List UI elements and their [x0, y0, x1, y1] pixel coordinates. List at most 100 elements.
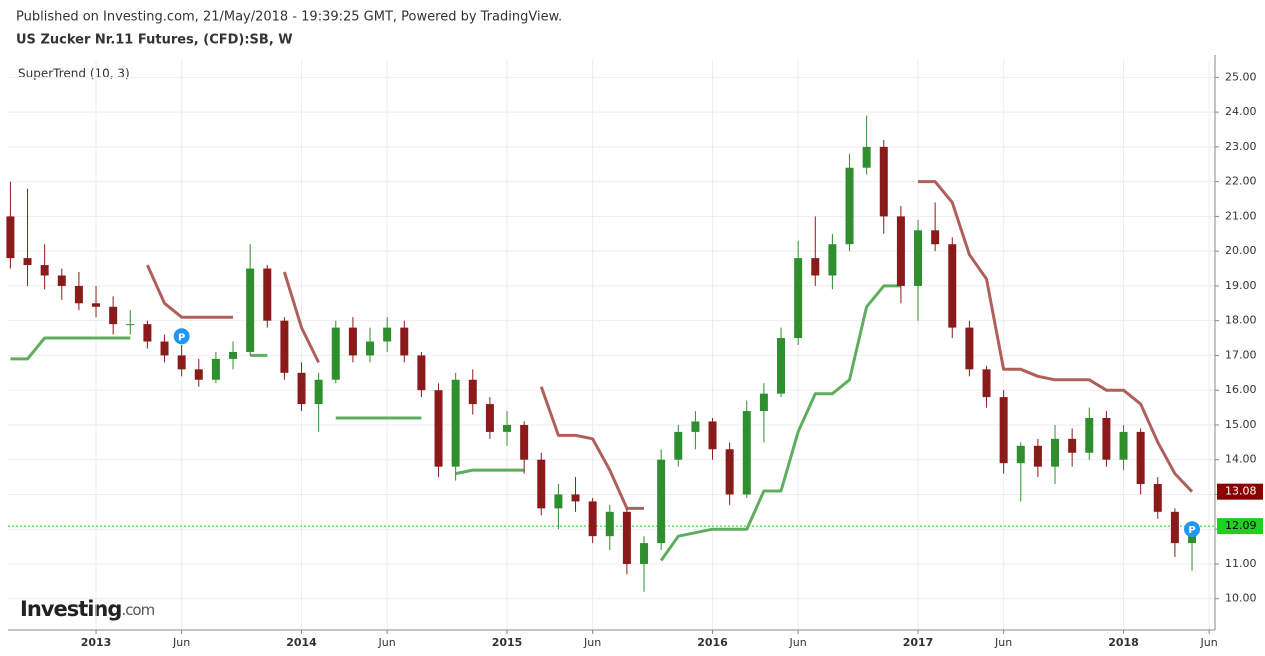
y-tick-label: 24.00 [1225, 105, 1257, 118]
candle-body [229, 351, 238, 359]
x-tick-label: 2017 [903, 636, 934, 649]
x-tick-label: 2014 [286, 636, 317, 649]
candle-body [1170, 511, 1179, 544]
marker-label: P [1188, 525, 1195, 536]
candle-body [879, 146, 888, 217]
candle-body [845, 167, 854, 245]
logo-brand: Investing [20, 597, 121, 621]
y-tick-label: 25.00 [1225, 70, 1257, 83]
x-tick-label: Jun [789, 636, 807, 649]
candle-body [1051, 438, 1060, 467]
candle-body [1085, 417, 1094, 453]
candle-body [588, 501, 597, 537]
candle-body [383, 327, 392, 342]
candle-body [417, 355, 426, 391]
x-tick-label: Jun [583, 636, 601, 649]
candle-body [331, 327, 340, 380]
candle-body [691, 421, 700, 432]
price-label: 12.09 [1225, 519, 1257, 532]
candle-body [1136, 431, 1145, 485]
candle-body [914, 230, 923, 286]
indicator-label: SuperTrend (10, 3) [18, 67, 130, 81]
candle-body [1016, 445, 1025, 464]
y-tick-label: 16.00 [1225, 383, 1257, 396]
logo: Investing.com [20, 597, 155, 621]
candle-body [451, 379, 460, 467]
candle-body [297, 372, 306, 405]
x-tick-label: 2013 [81, 636, 112, 649]
marker [173, 328, 190, 345]
supertrend-line [146, 180, 1194, 510]
y-tick-label: 23.00 [1225, 140, 1257, 153]
candle-body [194, 369, 203, 380]
candle-body [6, 216, 15, 259]
candle-body [759, 393, 768, 412]
candle-body [263, 268, 272, 321]
candle-body [246, 268, 255, 352]
candle-body [657, 459, 666, 544]
y-tick-label: 21.00 [1225, 209, 1257, 222]
price-label-box [1217, 518, 1263, 535]
candle-body [23, 258, 32, 266]
y-tick-label: 18.00 [1225, 314, 1257, 327]
header: Published on Investing.com, 21/May/2018 … [16, 10, 562, 25]
candle-body [434, 390, 443, 467]
candle-body [1033, 445, 1042, 467]
candle-body [366, 341, 375, 356]
candle-body [40, 265, 49, 276]
candle-body [965, 327, 974, 370]
y-tick-label: 11.00 [1225, 557, 1257, 570]
x-tick-label: Jun [378, 636, 396, 649]
candle-body [742, 411, 751, 495]
supertrend-line [10, 284, 901, 562]
candle-body [622, 511, 631, 564]
y-tick-label: 22.00 [1225, 175, 1257, 188]
candle-body [143, 324, 152, 342]
candle-body [777, 338, 786, 394]
candle-body [537, 459, 546, 509]
candle-body [794, 258, 803, 339]
candle-body [1153, 484, 1162, 512]
candle-body [211, 358, 220, 380]
candle-body [725, 449, 734, 495]
price-label: 13.08 [1225, 485, 1257, 498]
candle-body [674, 431, 683, 460]
candle-body [503, 424, 512, 432]
marker-label: P [178, 332, 185, 343]
y-tick-label: 10.00 [1225, 592, 1257, 605]
candle-body [948, 244, 957, 328]
candle-body [126, 324, 135, 326]
candle-body [520, 424, 529, 460]
y-tick-label: 20.00 [1225, 244, 1257, 257]
marker [1184, 521, 1201, 538]
candle-body [468, 379, 477, 405]
candle-body [74, 285, 83, 304]
price-label-box [1217, 483, 1263, 500]
x-tick-label: Jun [994, 636, 1012, 649]
candle-body [896, 216, 905, 286]
candle-body [400, 327, 409, 356]
candle-body [554, 494, 563, 509]
candle-body [811, 258, 820, 276]
candle-body [1119, 431, 1128, 460]
chart-title: US Zucker Nr.11 Futures, (CFD):SB, W [16, 33, 293, 48]
candle-body [177, 355, 186, 370]
x-tick-label: Jun [1200, 636, 1218, 649]
candle-body [1068, 438, 1077, 453]
candle-body [931, 230, 940, 245]
candle-body [92, 303, 101, 307]
candle-body [571, 494, 580, 502]
candle-body [982, 369, 991, 398]
y-tick-label: 17.00 [1225, 348, 1257, 361]
x-tick-label: 2018 [1108, 636, 1139, 649]
y-tick-label: 14.00 [1225, 453, 1257, 466]
candle-body [348, 327, 357, 356]
candle-body [160, 341, 169, 356]
candle-body [109, 306, 118, 325]
logo-suffix: .com [121, 601, 154, 619]
candle-body [1102, 417, 1111, 460]
candle-body [999, 397, 1008, 464]
candle-body [57, 275, 66, 286]
y-tick-label: 19.00 [1225, 279, 1257, 292]
